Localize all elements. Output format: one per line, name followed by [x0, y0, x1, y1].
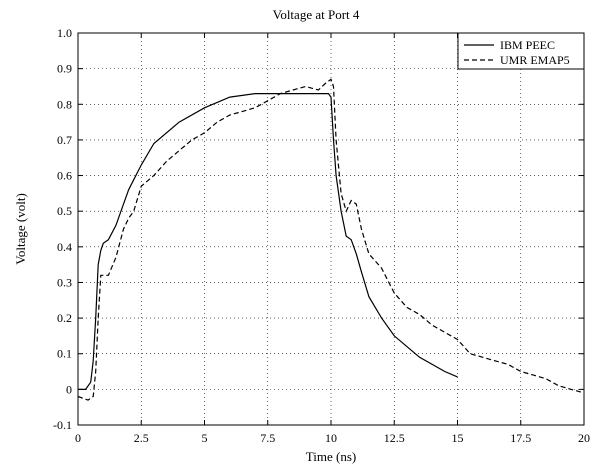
y-tick-label: 1.0 — [57, 26, 72, 40]
x-tick-label: 7.5 — [260, 431, 275, 445]
x-tick-label: 17.5 — [510, 431, 531, 445]
x-tick-label: 5 — [202, 431, 208, 445]
x-tick-label: 15 — [452, 431, 464, 445]
y-tick-label: 0.2 — [57, 311, 72, 325]
y-tick-label: 0.4 — [57, 240, 72, 254]
y-tick-label: 0.8 — [57, 97, 72, 111]
y-tick-label: 0.5 — [57, 204, 72, 218]
y-tick-label: 0.3 — [57, 275, 72, 289]
series-line-ibm-peec — [78, 93, 458, 390]
y-tick-label: 0.1 — [57, 347, 72, 361]
x-tick-label: 20 — [578, 431, 590, 445]
chart-title: Voltage at Port 4 — [273, 7, 360, 22]
x-tick-label: 10 — [325, 431, 337, 445]
ticks: 0 2.5 5 7.5 10 12.5 15 17.5 20-0.100.10.20.30.40… — [53, 26, 590, 445]
y-tick-label: 0.6 — [57, 169, 72, 183]
legend-label: IBM PEEC — [500, 38, 555, 52]
y-tick-label: -0.1 — [53, 418, 72, 432]
y-axis-label: Voltage (volt) — [13, 193, 28, 265]
legend-box — [457, 32, 585, 70]
series-line-umr-emap5 — [77, 78, 585, 401]
y-tick-label: 0.9 — [57, 62, 72, 76]
x-tick-label: 0 — [75, 431, 81, 445]
series-layer — [77, 78, 585, 401]
grid — [78, 33, 584, 425]
x-tick-label: 2.5 — [134, 431, 149, 445]
legend-label: UMR EMAP5 — [500, 53, 570, 67]
x-tick-label: 12.5 — [384, 431, 405, 445]
x-axis-label: Time (ns) — [306, 449, 356, 464]
y-tick-label: 0.7 — [57, 133, 72, 147]
y-tick-label: 0 — [66, 382, 72, 396]
